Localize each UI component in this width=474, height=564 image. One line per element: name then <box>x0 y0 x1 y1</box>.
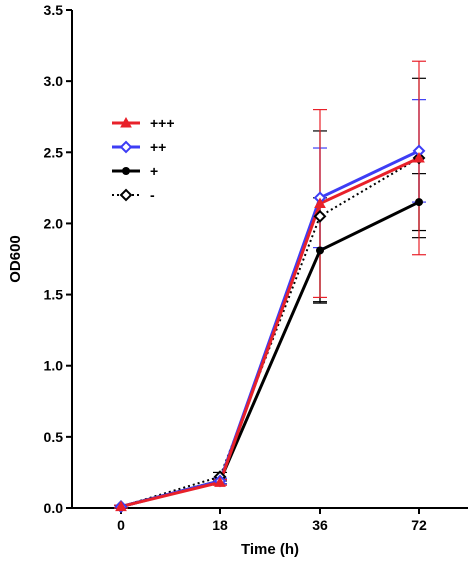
data-point <box>413 151 425 163</box>
data-point <box>314 197 326 209</box>
data-markers <box>114 144 426 513</box>
axes: 0.0 0.5 1.0 1.5 2.0 2.5 3.0 3.5 0 18 36 72 Time (h) O… <box>7 2 468 558</box>
y-axis-title: OD600 <box>7 235 24 283</box>
x-tick-label: 72 <box>411 517 427 533</box>
x-tick-label: 0 <box>117 517 125 533</box>
x-tick-label: 36 <box>312 517 328 533</box>
y-tick-label: 2.5 <box>44 144 64 160</box>
y-tick-label: 0.5 <box>44 429 64 445</box>
series-line <box>120 200 420 509</box>
legend-marker <box>119 188 133 202</box>
series-line <box>120 156 420 509</box>
y-tick-label: 3.0 <box>44 73 64 89</box>
y-tick-label: 1.0 <box>44 358 64 374</box>
legend-label: + <box>150 163 158 179</box>
series-line <box>120 149 420 509</box>
data-point <box>316 246 324 255</box>
legend-marker <box>122 167 130 175</box>
legend-marker <box>120 116 132 128</box>
legend-label: - <box>150 187 155 203</box>
x-tick-label: 18 <box>212 517 228 533</box>
y-tick-label: 3.5 <box>44 2 64 18</box>
y-tick-label: 0.0 <box>44 500 64 516</box>
y-tick-label: 1.5 <box>44 287 64 303</box>
legend-label: ++ <box>150 139 166 155</box>
data-point <box>214 476 226 487</box>
legend-marker <box>119 140 133 154</box>
data-point <box>313 209 327 223</box>
series-line <box>120 157 420 508</box>
series-lines <box>120 149 420 509</box>
legend: ++++++- <box>112 115 175 203</box>
data-point <box>415 198 423 207</box>
x-axis-title: Time (h) <box>241 541 299 558</box>
y-tick-label: 2.0 <box>44 215 64 231</box>
legend-label: +++ <box>150 115 175 131</box>
data-point <box>115 500 127 512</box>
